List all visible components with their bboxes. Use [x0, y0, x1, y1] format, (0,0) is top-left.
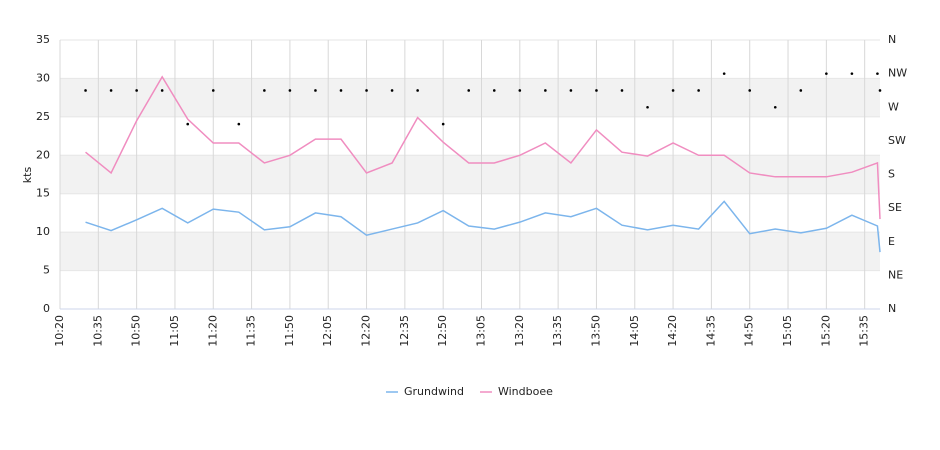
line-series	[85, 75, 881, 220]
direction-dot	[646, 105, 649, 109]
band	[60, 78, 880, 117]
band	[60, 155, 880, 194]
line-series	[85, 200, 881, 253]
direction-dot	[876, 72, 879, 75]
x-tick-label: 10:50	[130, 315, 143, 347]
direction-dot	[518, 89, 522, 92]
x-tick-label: 11:35	[245, 315, 258, 347]
direction-dot	[288, 89, 292, 92]
direction-dot	[135, 89, 138, 92]
x-tick-label: 11:05	[168, 315, 181, 347]
y2-tick-label: SW	[888, 134, 906, 147]
direction-dot	[850, 72, 854, 75]
y2-tick-label: NW	[888, 67, 907, 80]
x-tick-label: 13:05	[474, 315, 487, 347]
y-axis-label: kts	[21, 167, 34, 184]
x-tick-label: 14:05	[628, 315, 641, 347]
y-tick-label: 20	[36, 148, 50, 161]
x-tick-label: 14:50	[743, 315, 756, 347]
direction-dot	[314, 89, 317, 92]
direction-dot	[697, 89, 700, 92]
direction-dot	[211, 89, 215, 92]
x-tick-label: 12:05	[321, 315, 334, 347]
x-tick-label: 11:50	[283, 315, 296, 347]
x-tick-label: 15:05	[781, 315, 794, 347]
direction-dot	[109, 89, 113, 92]
y2-tick-label: SE	[888, 201, 902, 214]
legend-label: Windboee	[498, 385, 553, 398]
direction-dot	[492, 89, 496, 92]
direction-dot	[339, 89, 343, 92]
direction-dot	[878, 89, 882, 92]
direction-dot	[544, 89, 547, 92]
y2-tick-label: S	[888, 168, 895, 181]
direction-dot	[595, 89, 598, 92]
direction-dot	[416, 89, 419, 92]
direction-dot	[441, 122, 445, 126]
direction-dot	[467, 89, 471, 92]
y2-tick-label: W	[888, 100, 899, 113]
direction-dot	[825, 72, 828, 75]
x-tick-label: 15:20	[819, 315, 832, 347]
x-tick-label: 15:35	[858, 315, 871, 347]
y2-tick-label: E	[888, 235, 895, 248]
direction-dot	[620, 89, 624, 92]
y-tick-label: 5	[43, 264, 50, 277]
y2-tick-label: N	[888, 302, 896, 315]
x-tick-label: 12:35	[398, 315, 411, 347]
direction-dot	[748, 89, 752, 92]
y2-tick-label: N	[888, 33, 896, 46]
direction-dot	[186, 122, 190, 126]
x-tick-label: 14:20	[666, 315, 679, 347]
x-tick-label: 12:50	[436, 315, 449, 347]
x-tick-label: 13:35	[551, 315, 564, 347]
direction-dot	[365, 89, 368, 92]
legend-label: Grundwind	[404, 385, 464, 398]
direction-dot	[160, 89, 164, 92]
direction-dot	[773, 105, 777, 109]
x-tick-label: 10:20	[53, 315, 66, 347]
direction-dot	[390, 89, 394, 92]
direction-dot	[84, 89, 87, 92]
y-tick-label: 25	[36, 110, 50, 123]
x-tick-label: 12:20	[360, 315, 373, 347]
direction-dot	[263, 89, 266, 92]
x-tick-label: 14:35	[704, 315, 717, 347]
direction-dot	[237, 122, 241, 126]
y2-tick-label: NE	[888, 268, 903, 281]
y-tick-label: 30	[36, 71, 50, 84]
y-tick-label: 10	[36, 225, 50, 238]
y-tick-label: 35	[36, 33, 50, 46]
band	[60, 232, 880, 271]
direction-dot	[569, 89, 573, 92]
y-tick-label: 15	[36, 187, 50, 200]
x-tick-label: 13:20	[513, 315, 526, 347]
x-tick-label: 11:20	[206, 315, 219, 347]
direction-dot	[722, 72, 726, 75]
x-tick-label: 13:50	[589, 315, 602, 347]
direction-dot	[799, 89, 803, 92]
y-tick-label: 0	[43, 302, 50, 315]
direction-dot	[671, 89, 675, 92]
x-tick-label: 10:35	[91, 315, 104, 347]
